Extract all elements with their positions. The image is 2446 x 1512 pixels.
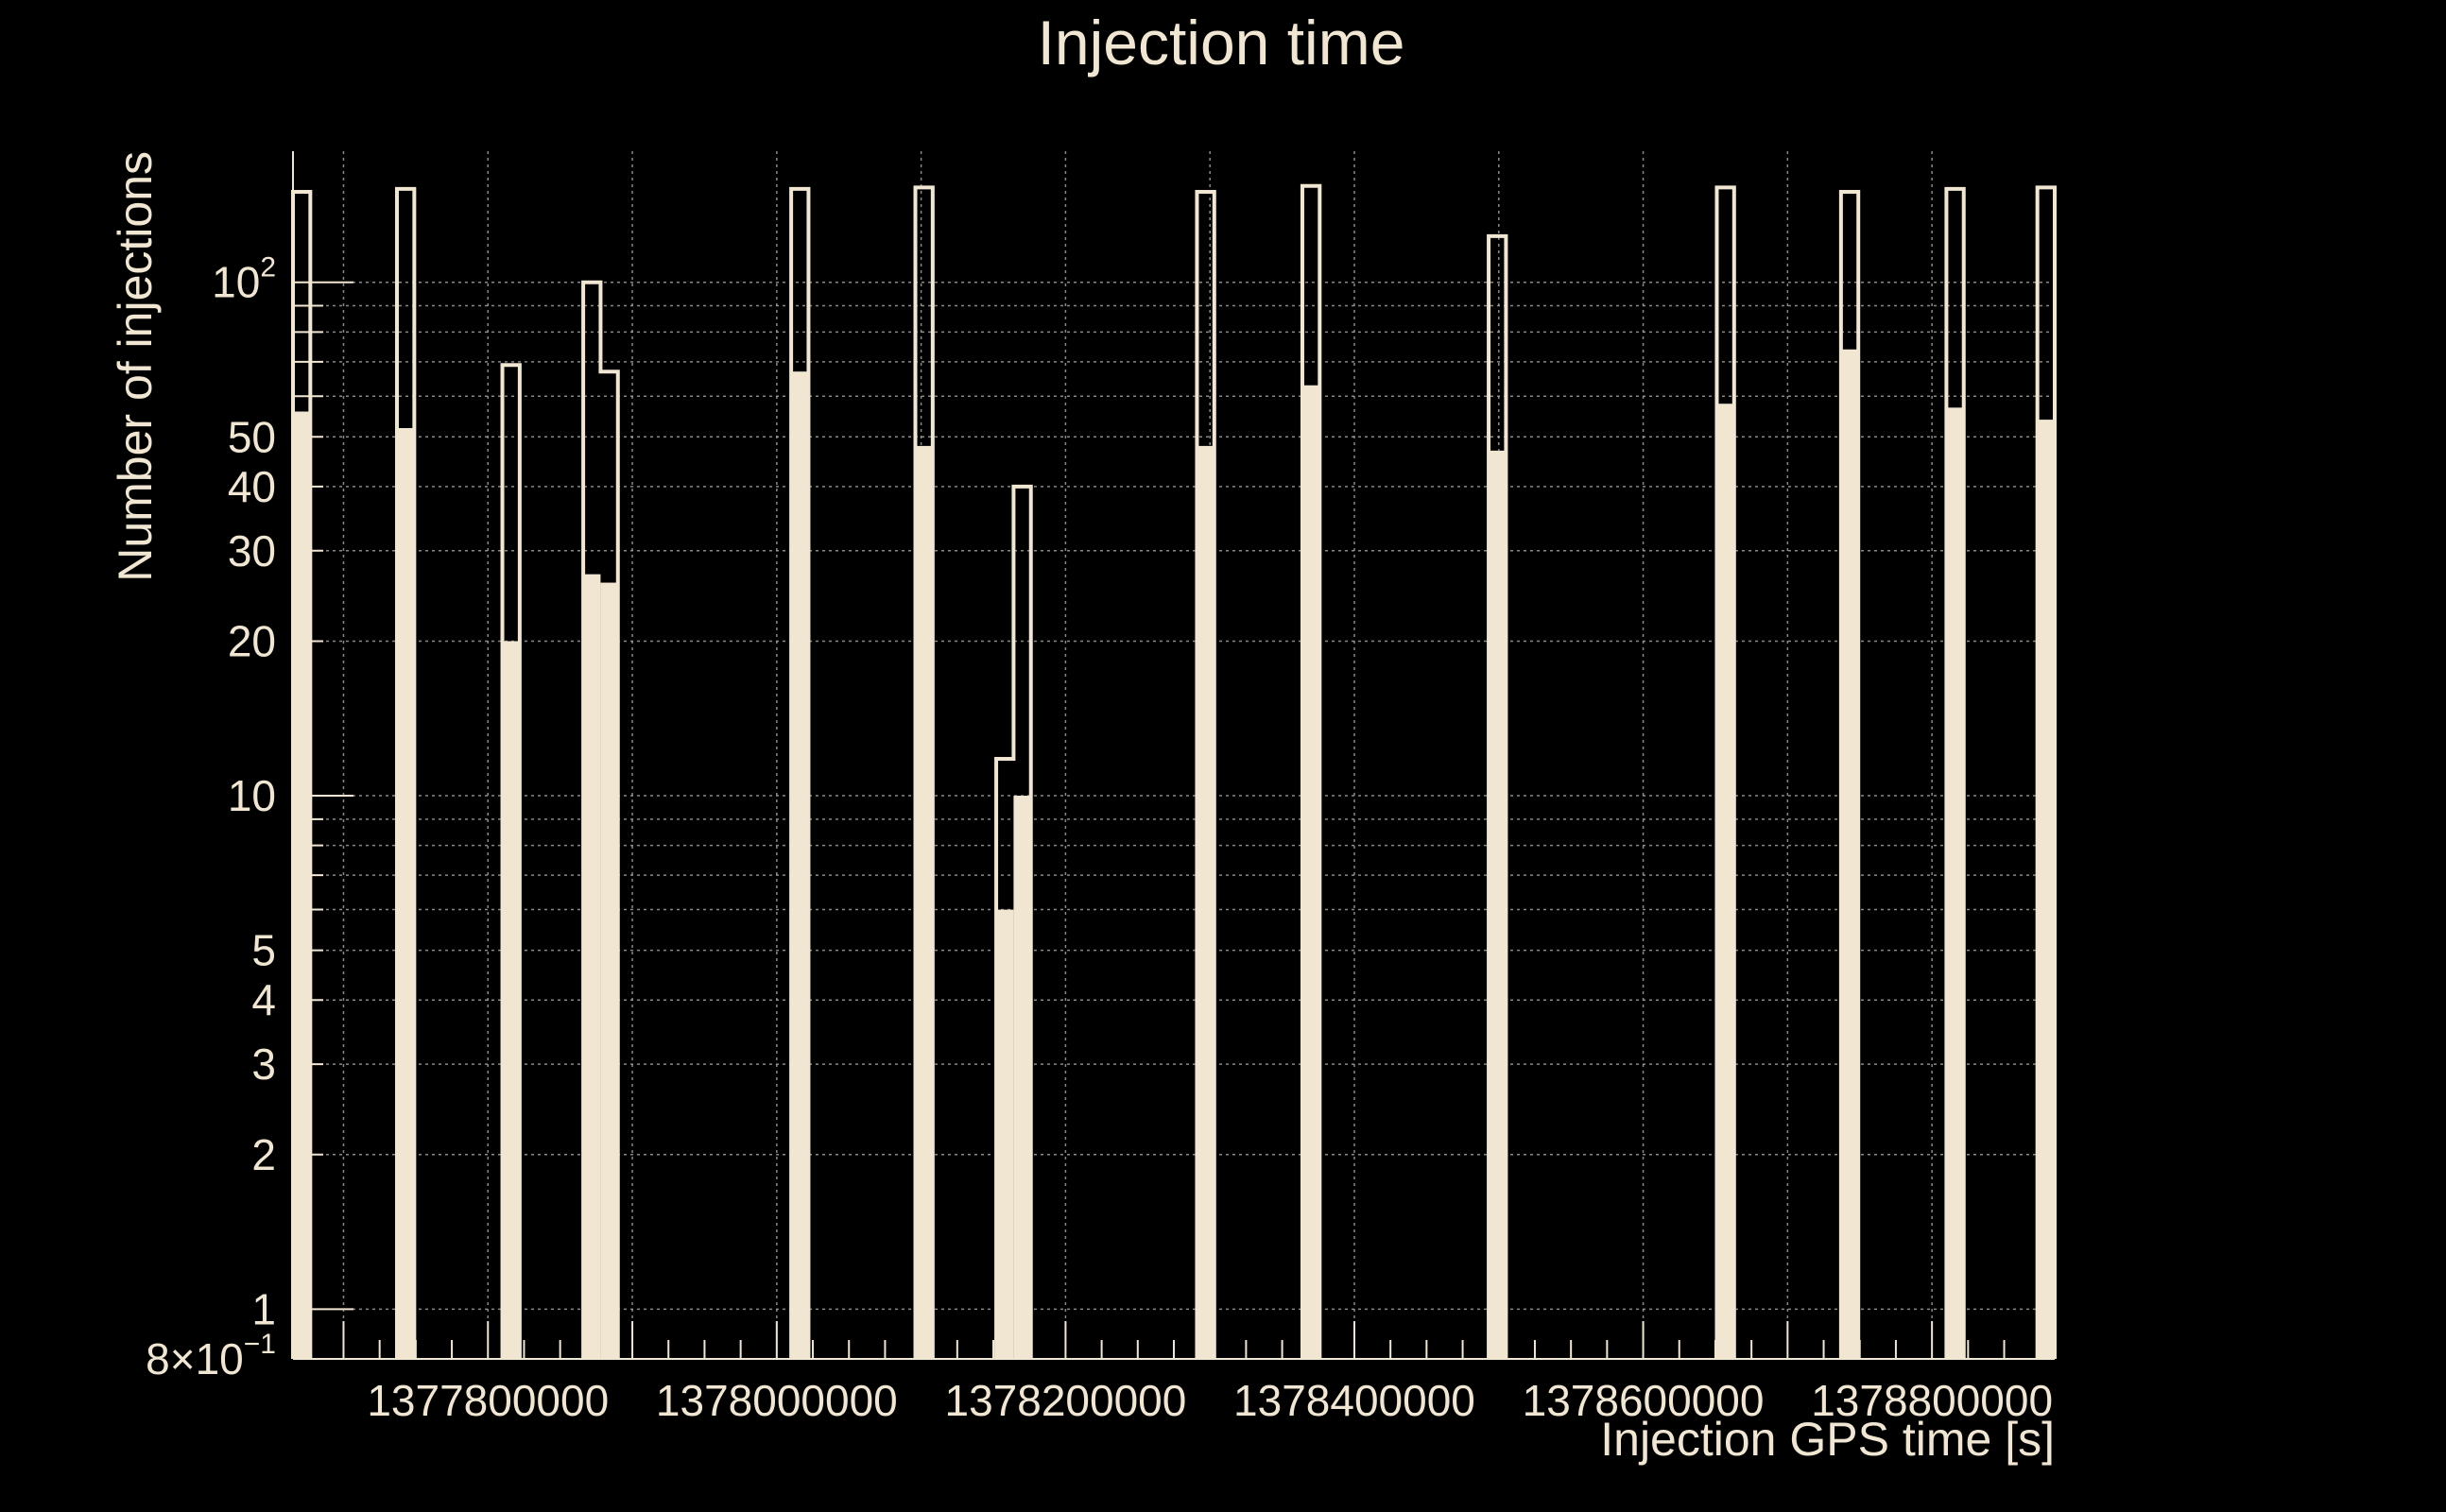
outline-bar: [1195, 190, 1216, 1359]
filled-bar: [502, 641, 520, 1359]
y-tick-label-bottom: 8×10−1: [146, 1329, 276, 1383]
x-tick-label: 1378000000: [656, 1376, 898, 1425]
x-tick-label: 1378400000: [1233, 1376, 1475, 1425]
outline-histogram: [291, 183, 2057, 1359]
y-tick-label: 4: [251, 975, 276, 1024]
y-tick-label: 1: [251, 1284, 276, 1333]
filled-bar: [996, 909, 1014, 1359]
y-tick-label: 2: [251, 1130, 276, 1179]
outline-bar: [500, 363, 522, 1359]
outline-bar: [789, 186, 811, 1359]
outline-bar: [1300, 183, 1322, 1359]
outline-bar: [581, 280, 620, 1359]
y-tick-label: 30: [228, 526, 276, 576]
filled-bar: [397, 427, 415, 1359]
y-tick-label: 3: [251, 1040, 276, 1089]
outline-bar: [1838, 190, 1861, 1359]
chart-title: Injection time: [1038, 8, 1405, 77]
y-tick-label: 50: [228, 412, 276, 461]
filled-bar: [915, 445, 933, 1360]
outline-bar: [1487, 233, 1508, 1359]
tick-labels: 1377800000 1378000000 1378200000 1378400000…: [146, 252, 2053, 1425]
filled-bar: [1197, 445, 1214, 1360]
outline-bar: [395, 186, 417, 1359]
filled-bar: [1716, 404, 1734, 1359]
y-tick-label: 5: [251, 926, 276, 975]
x-tick-label: 1377800000: [367, 1376, 609, 1425]
filled-bar: [2037, 420, 2055, 1359]
y-tick-label: 40: [228, 462, 276, 511]
filled-bar: [1301, 385, 1320, 1360]
y-tick-label: 20: [228, 616, 276, 665]
y-tick-label-100-exponent: 2: [260, 252, 276, 284]
y-tick-label-bottom-exponent: −1: [244, 1329, 276, 1360]
x-tick-label: 1378800000: [1811, 1376, 2053, 1425]
outline-bar: [2035, 185, 2057, 1359]
outline-bar: [994, 484, 1033, 1359]
x-tick-label: 1378200000: [944, 1376, 1186, 1425]
filled-bar: [293, 411, 311, 1359]
filled-bar: [791, 371, 809, 1360]
filled-bar: [1489, 450, 1507, 1359]
outline-bar: [1714, 185, 1736, 1359]
y-axis-label: Number of injections: [109, 151, 162, 582]
filled-bar: [1946, 407, 1964, 1359]
outline-bar: [1944, 186, 1966, 1359]
outline-bar: [913, 185, 935, 1359]
filled-histogram: [293, 349, 2055, 1360]
x-tick-label: 1378600000: [1523, 1376, 1765, 1425]
filled-bar: [600, 582, 618, 1359]
filled-bar: [1840, 349, 1859, 1360]
y-tick-label: 10: [228, 771, 276, 820]
axes: [292, 151, 2055, 1360]
x-axis-label: Injection GPS time [s]: [1600, 1413, 2055, 1466]
grid: [293, 151, 2055, 1359]
filled-bar: [583, 574, 601, 1359]
y-tick-label-100: 102: [212, 252, 276, 307]
filled-bar: [1013, 796, 1031, 1359]
